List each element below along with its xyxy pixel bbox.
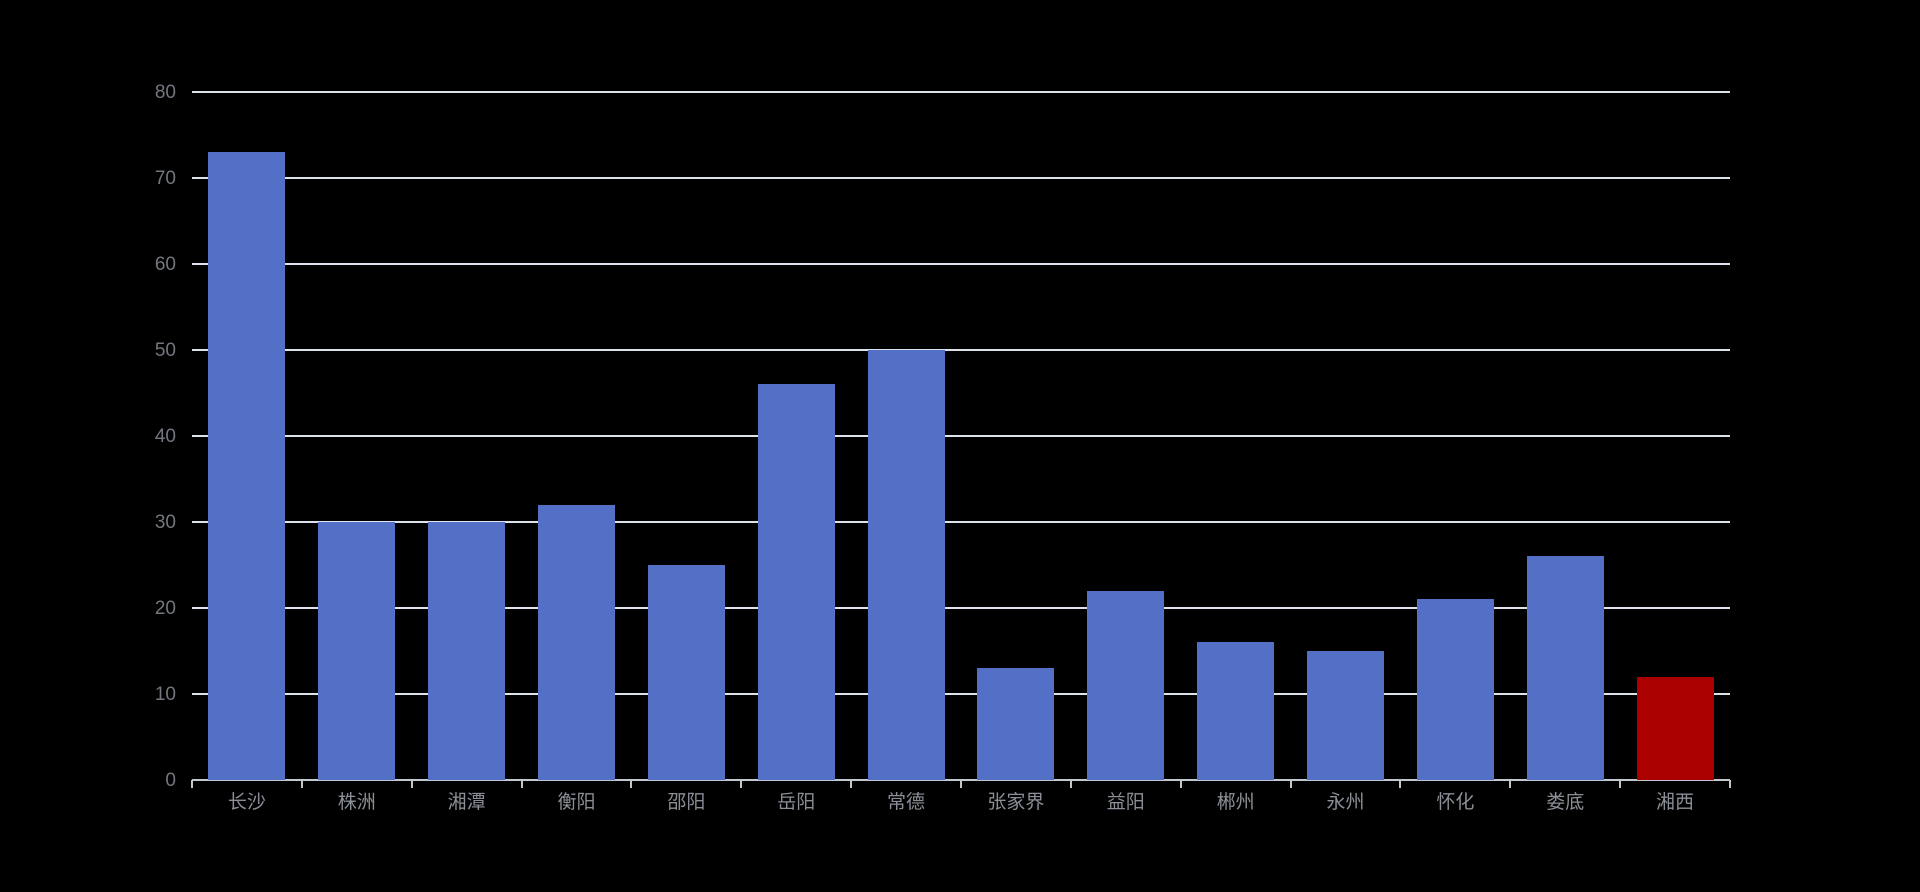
x-axis-tick-label: 娄底 xyxy=(1546,792,1585,813)
x-axis-tick xyxy=(740,780,743,788)
y-axis-tick-label: 30 xyxy=(154,512,176,533)
x-axis-tick-label: 张家界 xyxy=(987,792,1045,813)
x-axis-tick xyxy=(630,780,633,788)
bar[interactable] xyxy=(1087,590,1165,780)
x-axis-tick xyxy=(1509,780,1512,788)
x-axis-tick xyxy=(1069,780,1072,788)
x-axis-tick xyxy=(1289,780,1292,788)
x-axis-tick-label: 益阳 xyxy=(1106,792,1145,813)
bar[interactable] xyxy=(1526,556,1604,780)
x-axis-tick-label: 衡阳 xyxy=(557,792,596,813)
bar[interactable] xyxy=(428,522,506,780)
gridline xyxy=(192,435,1730,437)
x-axis-tick-label: 郴州 xyxy=(1216,792,1255,813)
y-axis-tick-label: 80 xyxy=(154,82,176,103)
bar[interactable] xyxy=(757,384,835,780)
x-axis-tick xyxy=(410,780,413,788)
gridline xyxy=(192,693,1730,695)
x-axis-tick-label: 湘潭 xyxy=(447,792,486,813)
gridline xyxy=(192,91,1730,93)
y-axis-tick-label: 60 xyxy=(154,254,176,275)
gridline xyxy=(192,521,1730,523)
x-axis-tick xyxy=(1399,780,1402,788)
x-axis-tick xyxy=(520,780,523,788)
bar[interactable] xyxy=(1307,651,1384,780)
x-axis-tick xyxy=(1619,780,1622,788)
y-axis-tick-label: 10 xyxy=(154,684,176,705)
bar[interactable] xyxy=(1416,599,1494,780)
bar-chart: 0 10 20 30 40 50 60 70 80 长沙 株洲 湘潭 衡阳 邵阳 岳阳 常德 张家界 益阳 郴州 永州… xyxy=(155,83,1731,813)
bar[interactable] xyxy=(538,504,615,780)
x-axis-tick-label: 湘西 xyxy=(1656,792,1695,813)
x-axis-tick xyxy=(850,780,853,788)
gridline xyxy=(192,177,1730,179)
x-axis-tick-label: 岳阳 xyxy=(777,792,816,813)
x-axis-tick xyxy=(300,780,303,788)
y-axis-tick-label: 20 xyxy=(154,598,176,619)
bar[interactable] xyxy=(647,565,725,780)
x-axis-tick xyxy=(191,780,193,788)
gridline xyxy=(192,607,1730,609)
x-axis-tick-label: 长沙 xyxy=(227,792,266,813)
gridline xyxy=(192,263,1730,265)
x-axis-tick xyxy=(960,780,962,788)
bar[interactable] xyxy=(977,668,1055,780)
y-axis-tick-label: 70 xyxy=(154,168,176,189)
x-axis-tick xyxy=(1729,780,1731,788)
y-axis-tick-label: 0 xyxy=(165,770,176,791)
y-axis-tick-label: 40 xyxy=(154,426,176,447)
bar[interactable] xyxy=(867,350,945,780)
x-axis-tick-label: 永州 xyxy=(1326,792,1365,813)
bar[interactable] xyxy=(318,522,396,780)
x-axis-tick-label: 怀化 xyxy=(1436,792,1475,813)
gridline xyxy=(192,349,1730,351)
x-axis-tick-label: 常德 xyxy=(887,792,926,813)
x-axis-tick-label: 株洲 xyxy=(337,792,376,813)
x-axis-tick xyxy=(1179,780,1182,788)
x-axis-tick-label: 邵阳 xyxy=(667,792,706,813)
bar[interactable] xyxy=(1636,676,1714,780)
y-axis-tick-label: 50 xyxy=(154,340,176,361)
bar[interactable] xyxy=(208,152,286,780)
bar[interactable] xyxy=(1197,642,1275,780)
